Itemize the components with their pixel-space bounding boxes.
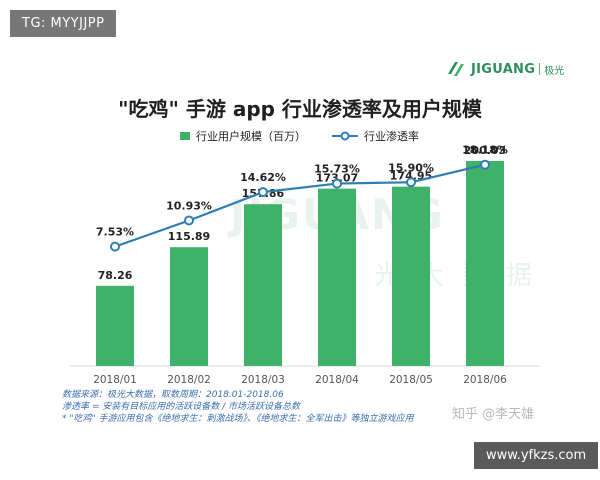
bar-2018/05 xyxy=(392,186,430,366)
penetration-line xyxy=(114,163,486,248)
bar-value-label: 200.03 xyxy=(464,144,506,157)
line-value-label: 14.62% xyxy=(240,171,286,184)
bar-2018/04 xyxy=(318,188,356,366)
line-value-label: 18.18% xyxy=(462,144,508,157)
bar-value-label: 115.89 xyxy=(168,230,210,243)
line-point xyxy=(480,159,490,170)
chart-legend: 行业用户规模（百万） 行业渗透率 xyxy=(180,128,419,144)
footnote-definition: 渗透率 = 安装有目标应用的活跃设备数 / 市场活跃设备总数 xyxy=(62,402,301,412)
legend-line-label: 行业渗透率 xyxy=(364,130,419,143)
legend-line-swatch xyxy=(332,131,358,141)
bar-value-label: 173.07 xyxy=(316,172,358,185)
bar-2018/01 xyxy=(96,285,134,366)
logo-divider xyxy=(539,63,541,75)
legend-bar-label: 行业用户规模（百万） xyxy=(196,130,306,143)
bar-value-label: 78.26 xyxy=(98,269,133,282)
bar-2018/03 xyxy=(244,204,282,366)
logo-brand: JIGUANG xyxy=(471,61,536,77)
x-tick-label: 2018/04 xyxy=(315,374,359,386)
jiguang-logo-icon xyxy=(448,62,464,76)
x-tick-label: 2018/02 xyxy=(167,374,211,386)
tag-label: TG: MYYJJPP xyxy=(10,10,117,37)
line-value-label: 10.93% xyxy=(166,199,212,212)
logo-sub: 极光 xyxy=(544,65,565,77)
line-point xyxy=(406,177,416,188)
x-tick-label: 2018/06 xyxy=(463,374,507,386)
footnotes: 数据来源：极光大数据，取数周期：2018.01-2018.06 渗透率 = 安装… xyxy=(62,389,414,425)
footnote-scope: * "吃鸡" 手游应用包含《绝地求生：刺激战场》、《绝地求生：全军出击》等独立游… xyxy=(62,414,414,424)
line-point xyxy=(332,178,342,189)
legend-item-line: 行业渗透率 xyxy=(332,128,419,144)
chart-title: "吃鸡" 手游 app 行业渗透率及用户规模 xyxy=(118,97,482,121)
line-point xyxy=(258,187,268,198)
line-value-label: 7.53% xyxy=(96,226,134,239)
jiguang-logo: JIGUANG 极光 xyxy=(445,58,564,80)
footnote-source: 数据来源：极光大数据，取数周期：2018.01-2018.06 xyxy=(62,390,284,400)
zhihu-watermark: 知乎 @李天雄 xyxy=(452,407,535,422)
bar-2018/02 xyxy=(170,247,208,366)
line-value-label: 15.73% xyxy=(314,163,360,176)
line-point xyxy=(110,241,120,252)
x-tick-label: 2018/05 xyxy=(389,374,433,386)
x-tick-label: 2018/01 xyxy=(93,374,137,386)
legend-bar-swatch xyxy=(180,132,190,140)
x-tick-label: 2018/03 xyxy=(241,374,285,386)
bar-2018/06 xyxy=(466,160,504,366)
site-url-badge: www.yfkzs.com xyxy=(474,442,599,469)
line-value-label: 15.90% xyxy=(388,161,434,174)
legend-item-bar: 行业用户规模（百万） xyxy=(180,128,306,144)
line-point xyxy=(184,215,194,226)
